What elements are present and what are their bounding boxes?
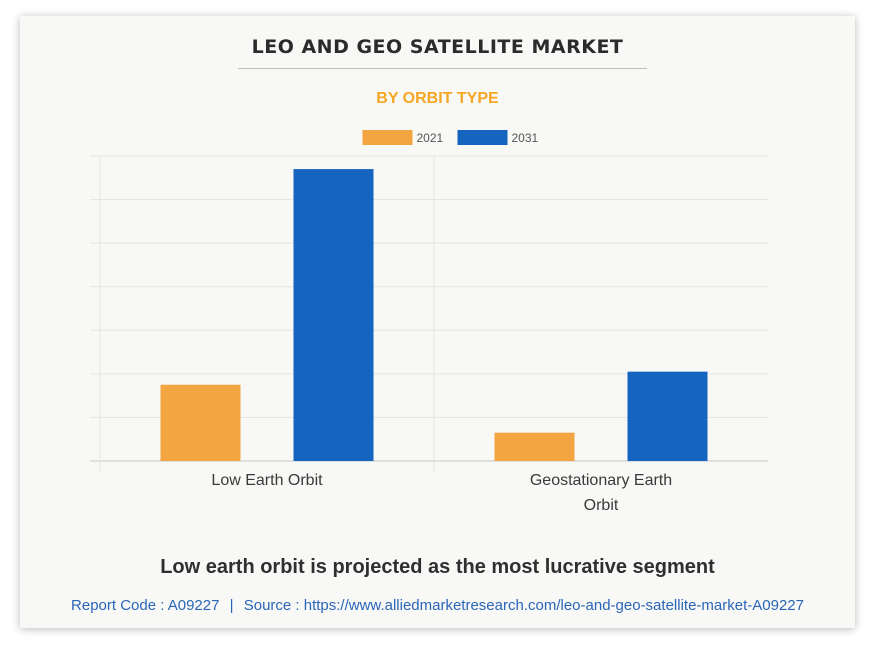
bar-chart: Low Earth Orbit Geostationary Earth Orbit 2… <box>90 130 768 514</box>
bar-2021 <box>160 384 241 461</box>
chart-title: LEO AND GEO SATELLITE MARKET <box>251 36 624 58</box>
title-underline <box>238 68 647 69</box>
category-label: Geostationary Earth <box>530 472 672 489</box>
footer-separator: | <box>229 597 234 614</box>
report-code: Report Code : A09227 <box>71 597 220 614</box>
bar-2021 <box>494 432 575 461</box>
chart-card: LEO AND GEO SATELLITE MARKET BY ORBIT TY… <box>20 16 855 628</box>
report-footer: Report Code : A09227 | Source : https://… <box>20 597 855 614</box>
legend-label: 2031 <box>512 131 539 145</box>
legend-label: 2021 <box>417 131 444 145</box>
category-label: Orbit <box>584 497 619 514</box>
source-link[interactable]: Source : https://www.alliedmarketresearc… <box>243 597 804 614</box>
chart-subtitle: BY ORBIT TYPE <box>376 90 499 107</box>
category-label: Low Earth Orbit <box>211 472 323 489</box>
bar-2031 <box>627 371 708 461</box>
legend-swatch-2031 <box>457 130 508 145</box>
bar-2031 <box>293 169 374 462</box>
legend-swatch-2021 <box>362 130 413 145</box>
chart-headline: Low earth orbit is projected as the most… <box>160 556 715 578</box>
